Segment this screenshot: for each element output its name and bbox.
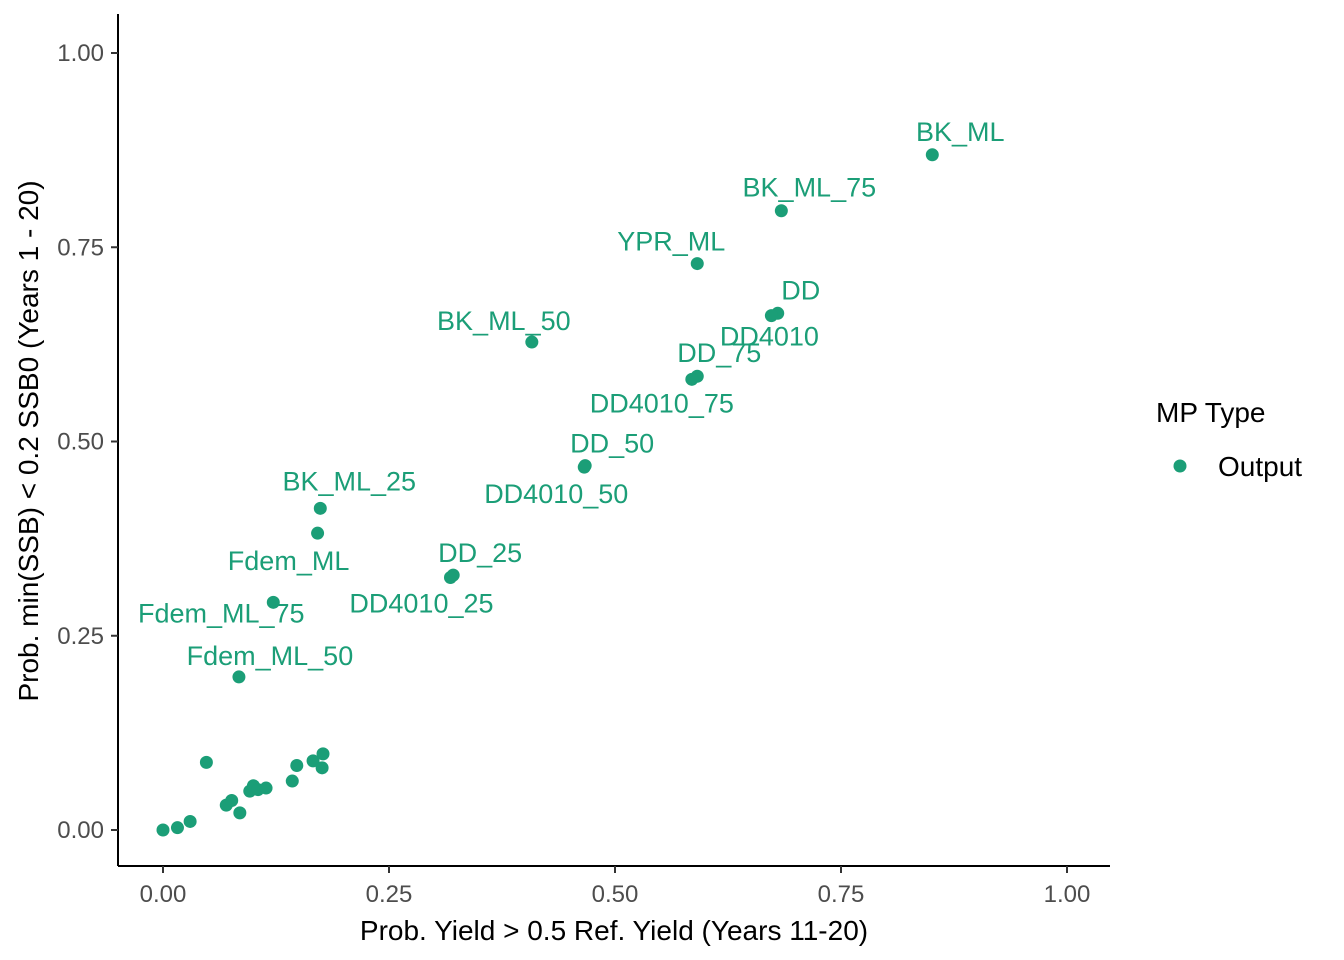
point-label: DD4010 <box>720 322 819 352</box>
data-point <box>685 372 699 386</box>
point-label: BK_ML_50 <box>437 306 571 336</box>
data-point <box>690 257 704 271</box>
data-point <box>577 460 591 474</box>
point-label: DD_25 <box>438 538 522 568</box>
point-label: Fdem_ML_75 <box>138 598 305 628</box>
data-point <box>525 335 539 349</box>
data-point <box>443 570 457 584</box>
data-point <box>233 806 247 820</box>
data-point <box>764 309 778 323</box>
data-point <box>259 781 273 795</box>
x-tick-label: 0.00 <box>140 881 187 908</box>
legend-label-output: Output <box>1218 451 1302 482</box>
x-tick-label: 1.00 <box>1044 881 1091 908</box>
point-label: BK_ML_25 <box>282 466 416 496</box>
data-point <box>306 754 320 768</box>
point-label: Fdem_ML_50 <box>187 641 354 671</box>
y-tick-label: 1.00 <box>57 40 104 67</box>
data-point <box>199 755 213 769</box>
data-point <box>925 148 939 162</box>
point-label: DD4010_50 <box>484 479 628 509</box>
x-tick-label: 0.75 <box>818 881 865 908</box>
point-label: DD <box>781 275 820 305</box>
data-point <box>266 595 280 609</box>
point-label: BK_ML <box>916 117 1005 147</box>
point-label: YPR_ML <box>617 227 725 257</box>
point-label: DD_50 <box>570 429 654 459</box>
y-tick-label: 0.00 <box>57 817 104 844</box>
x-tick-label: 0.50 <box>592 881 639 908</box>
data-point <box>774 204 788 218</box>
y-tick-label: 0.50 <box>57 429 104 456</box>
legend: MP Type Output <box>1156 397 1302 482</box>
y-axis-title: Prob. min(SSB) < 0.2 SSB0 (Years 1 - 20) <box>13 180 44 701</box>
data-point <box>285 774 299 788</box>
data-point <box>290 759 304 773</box>
data-point <box>313 501 327 515</box>
plot-area: BK_ML BK_ML_75 YPR_ML DD DD4010 BK_ML_50 DD_75… <box>138 117 1005 837</box>
y-tick-label: 0.25 <box>57 623 104 650</box>
data-point <box>232 670 246 684</box>
x-axis-title: Prob. Yield > 0.5 Ref. Yield (Years 11-2… <box>360 915 868 946</box>
point-label: Fdem_ML <box>228 546 350 576</box>
data-point <box>311 526 325 540</box>
axis-ticks: 0.00 0.25 0.50 0.75 1.00 0.00 0.25 0.50 0.75 1.00 <box>57 40 1090 908</box>
y-tick-label: 0.75 <box>57 234 104 261</box>
legend-title: MP Type <box>1156 397 1265 428</box>
point-label: DD4010_75 <box>590 388 734 418</box>
x-tick-label: 0.25 <box>366 881 413 908</box>
data-point <box>225 793 239 807</box>
data-point <box>316 747 330 761</box>
data-point <box>183 814 197 828</box>
point-label: BK_ML_75 <box>743 173 877 203</box>
data-point <box>315 761 329 775</box>
legend-key-output <box>1173 459 1187 473</box>
point-label: DD_75 <box>677 338 761 368</box>
data-point <box>156 823 170 837</box>
data-point <box>170 821 184 835</box>
point-label: DD4010_25 <box>349 588 493 618</box>
